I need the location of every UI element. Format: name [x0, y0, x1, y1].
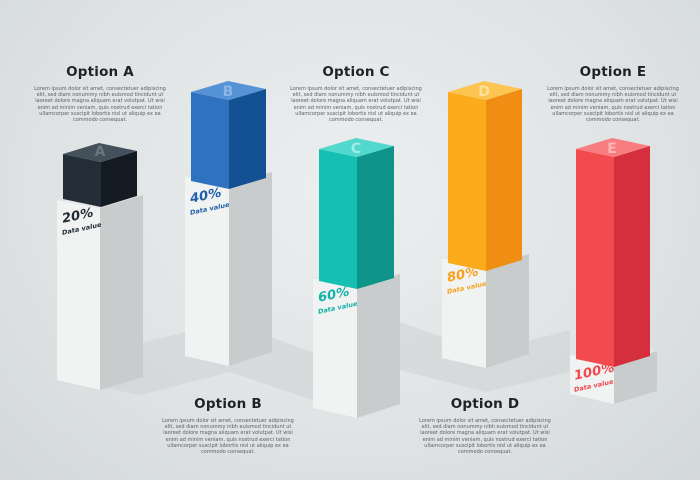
cube-d-letter: D — [478, 84, 490, 100]
option-c-block: Option C Lorem ipsum dolor sit amet, con… — [281, 64, 431, 123]
pedestal-e-side — [614, 351, 657, 404]
cube-a-side — [101, 151, 137, 207]
cube-b-front — [191, 92, 229, 189]
pedestal-c-side — [357, 274, 400, 418]
cube-c-top — [319, 138, 394, 157]
pedestal-d-front — [442, 258, 486, 368]
cube-e-top — [576, 138, 650, 157]
pillar-e — [570, 138, 657, 404]
pedestal-e-front — [570, 355, 614, 404]
cube-a-top — [63, 143, 137, 162]
cube-d-side — [486, 89, 522, 271]
option-a-block: Option A Lorem ipsum dolor sit amet, con… — [25, 64, 175, 123]
cube-e-letter: E — [607, 141, 617, 157]
option-a-description: Lorem ipsum dolor sit amet, consectetuer… — [34, 86, 166, 124]
cube-b-letter: B — [223, 84, 234, 100]
cube-a-letter: A — [95, 144, 106, 160]
pedestal-a-front — [57, 200, 100, 390]
cube-e-side — [614, 146, 650, 367]
option-e-title: Option E — [579, 64, 647, 80]
pedestal-c-front — [313, 278, 357, 418]
option-b-block: Option B Lorem ipsum dolor sit amet, con… — [153, 396, 303, 455]
pedestal-b-front — [185, 176, 229, 366]
option-b-title: Option B — [194, 396, 262, 412]
cube-d-front — [448, 92, 486, 271]
option-e-description: Lorem ipsum dolor sit amet, consectetuer… — [547, 86, 679, 124]
pillar-b — [185, 81, 272, 366]
option-e-block: Option E Lorem ipsum dolor sit amet, con… — [538, 64, 688, 123]
option-d-block: Option D Lorem ipsum dolor sit amet, con… — [410, 396, 560, 455]
cube-d-top — [448, 81, 522, 100]
option-b-description: Lorem ipsum dolor sit amet, consectetuer… — [162, 418, 294, 456]
option-c-description: Lorem ipsum dolor sit amet, consectetuer… — [290, 86, 422, 124]
pillar-c — [313, 138, 400, 418]
cube-e-front — [576, 149, 614, 367]
cube-c-side — [357, 146, 394, 289]
cube-a-front — [63, 154, 101, 207]
cube-b-top — [191, 81, 266, 100]
option-d-description: Lorem ipsum dolor sit amet, consectetuer… — [419, 418, 551, 456]
cube-c-front — [319, 149, 357, 289]
pillar-d — [442, 81, 529, 368]
pedestal-b-side — [229, 172, 272, 366]
option-c-title: Option C — [322, 64, 390, 80]
option-a-title: Option A — [66, 64, 134, 80]
cube-b-side — [229, 89, 266, 189]
pillar-a — [57, 143, 143, 390]
pedestal-a-side — [100, 195, 143, 390]
pedestal-d-side — [486, 254, 529, 368]
option-d-title: Option D — [450, 396, 520, 412]
cube-c-letter: C — [351, 141, 361, 157]
